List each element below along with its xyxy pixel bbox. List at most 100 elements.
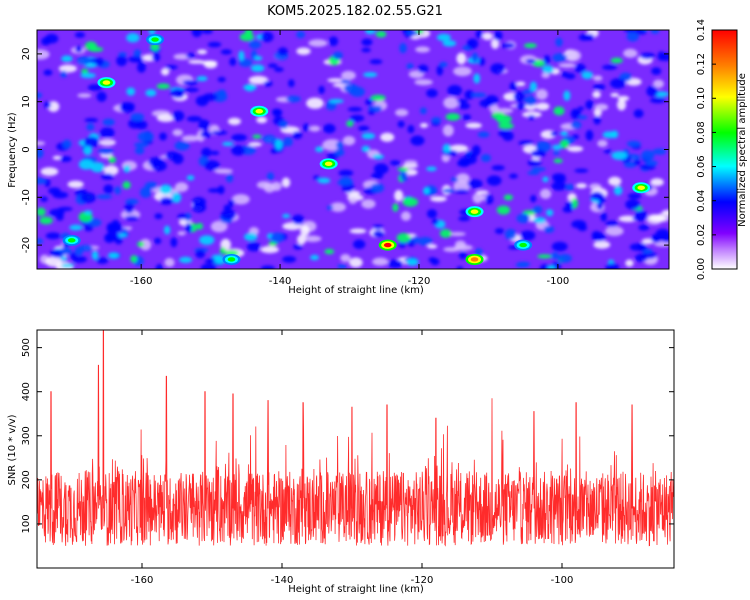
heatmap-cell bbox=[244, 30, 253, 37]
heatmap-cell bbox=[177, 213, 188, 220]
heatmap-cell bbox=[227, 117, 242, 126]
heatmap-cell bbox=[107, 252, 120, 259]
heatmap-cell bbox=[406, 258, 419, 266]
heatmap-cell bbox=[442, 188, 456, 194]
heatmap-cell bbox=[59, 155, 72, 162]
heatmap-cell bbox=[412, 235, 419, 244]
heatmap-cell bbox=[340, 79, 352, 84]
heatmap-cell bbox=[478, 57, 486, 66]
heatmap-cell bbox=[482, 32, 493, 41]
heatmap-cell bbox=[99, 127, 115, 138]
heatmap-cell bbox=[442, 40, 457, 47]
heatmap-cell bbox=[605, 220, 619, 227]
heatmap-cell bbox=[346, 120, 354, 127]
heatmap-cell bbox=[231, 133, 247, 142]
heatmap-cell bbox=[69, 224, 83, 231]
heatmap-cell bbox=[552, 53, 568, 63]
heatmap-cell bbox=[403, 160, 418, 165]
heatmap-x-tick-label: -140 bbox=[269, 276, 292, 287]
heatmap-cell bbox=[220, 49, 233, 55]
heatmap-cell bbox=[577, 106, 585, 111]
heatmap-cell bbox=[652, 148, 667, 155]
heatmap-cell bbox=[97, 148, 114, 155]
snr-x-label: Height of straight line (km) bbox=[288, 584, 424, 595]
heatmap-cell bbox=[396, 232, 411, 243]
heatmap-cell bbox=[203, 60, 218, 69]
heatmap-cell bbox=[456, 266, 464, 269]
heatmap-cell bbox=[67, 180, 84, 189]
heatmap-cell bbox=[260, 265, 275, 269]
heatmap-cell bbox=[638, 224, 650, 231]
heatmap-cell bbox=[40, 167, 59, 176]
colorbar-tick-label: 0.06 bbox=[696, 155, 707, 177]
heatmap-cell bbox=[177, 231, 186, 236]
heatmap-cell bbox=[442, 124, 454, 137]
heatmap-cell bbox=[431, 117, 442, 124]
heatmap-cell bbox=[296, 47, 311, 55]
heatmap-cell bbox=[91, 250, 99, 260]
colorbar-label: Normalized spectral amplitude bbox=[737, 73, 748, 227]
heatmap-cell bbox=[623, 30, 637, 33]
heatmap-cell bbox=[165, 151, 180, 160]
heatmap-cell bbox=[626, 31, 639, 42]
heatmap-peak bbox=[146, 34, 165, 46]
heatmap-cell bbox=[530, 149, 546, 158]
heatmap-cell bbox=[550, 131, 558, 137]
heatmap-cell bbox=[191, 30, 203, 38]
heatmap-cell bbox=[84, 41, 97, 51]
heatmap-cell bbox=[534, 160, 542, 165]
heatmap-cell bbox=[130, 113, 145, 122]
heatmap-cell bbox=[457, 160, 471, 167]
heatmap-cell bbox=[198, 119, 210, 131]
heatmap-cell bbox=[458, 216, 470, 222]
heatmap-cell bbox=[45, 256, 62, 267]
heatmap-cell bbox=[37, 49, 50, 60]
heatmap-cell bbox=[358, 125, 370, 132]
heatmap-cell bbox=[207, 41, 222, 48]
heatmap-cell bbox=[498, 122, 514, 130]
heatmap-cell bbox=[420, 107, 427, 115]
heatmap-cell bbox=[552, 144, 562, 150]
heatmap-cell bbox=[272, 108, 283, 117]
heatmap-cell bbox=[124, 203, 135, 214]
heatmap-cell bbox=[228, 199, 235, 207]
heatmap-cell bbox=[361, 132, 376, 140]
heatmap-cell bbox=[475, 190, 489, 195]
heatmap-cell bbox=[574, 168, 589, 173]
heatmap-cell bbox=[467, 40, 474, 45]
heatmap-cell bbox=[99, 139, 115, 144]
heatmap-cell bbox=[498, 130, 508, 137]
heatmap-cell bbox=[282, 213, 291, 219]
heatmap-cell bbox=[458, 251, 467, 260]
colorbar-gradient bbox=[711, 29, 738, 270]
heatmap-cell bbox=[151, 160, 167, 172]
heatmap-cell bbox=[627, 193, 642, 200]
heatmap-cell bbox=[426, 88, 438, 98]
heatmap-cell bbox=[395, 108, 409, 117]
snr-x-axis: -160 -140 -120 -100 bbox=[131, 330, 573, 586]
heatmap-cell bbox=[537, 254, 552, 259]
heatmap-x-tick-label: -160 bbox=[130, 276, 153, 287]
heatmap-cell bbox=[394, 189, 404, 202]
heatmap-cell bbox=[489, 103, 499, 114]
heatmap-cell bbox=[90, 162, 105, 173]
heatmap-cell bbox=[170, 88, 185, 99]
heatmap-cell bbox=[509, 82, 518, 92]
heatmap-cell bbox=[174, 141, 190, 151]
heatmap-cell bbox=[84, 210, 93, 215]
heatmap-cell bbox=[329, 202, 346, 212]
heatmap-cell bbox=[324, 248, 335, 255]
heatmap-cell bbox=[453, 180, 471, 192]
heatmap-cell bbox=[525, 58, 536, 64]
heatmap-cell bbox=[516, 213, 531, 224]
heatmap-cell bbox=[155, 264, 164, 269]
heatmap-cell bbox=[151, 53, 161, 62]
heatmap-cell bbox=[646, 85, 659, 97]
heatmap-cell bbox=[225, 173, 234, 183]
heatmap-cell bbox=[270, 232, 284, 243]
heatmap-cell bbox=[137, 61, 146, 73]
heatmap-cell bbox=[660, 52, 669, 62]
heatmap-cell bbox=[332, 51, 343, 60]
heatmap-peak bbox=[250, 105, 269, 117]
heatmap-cell bbox=[154, 213, 163, 220]
